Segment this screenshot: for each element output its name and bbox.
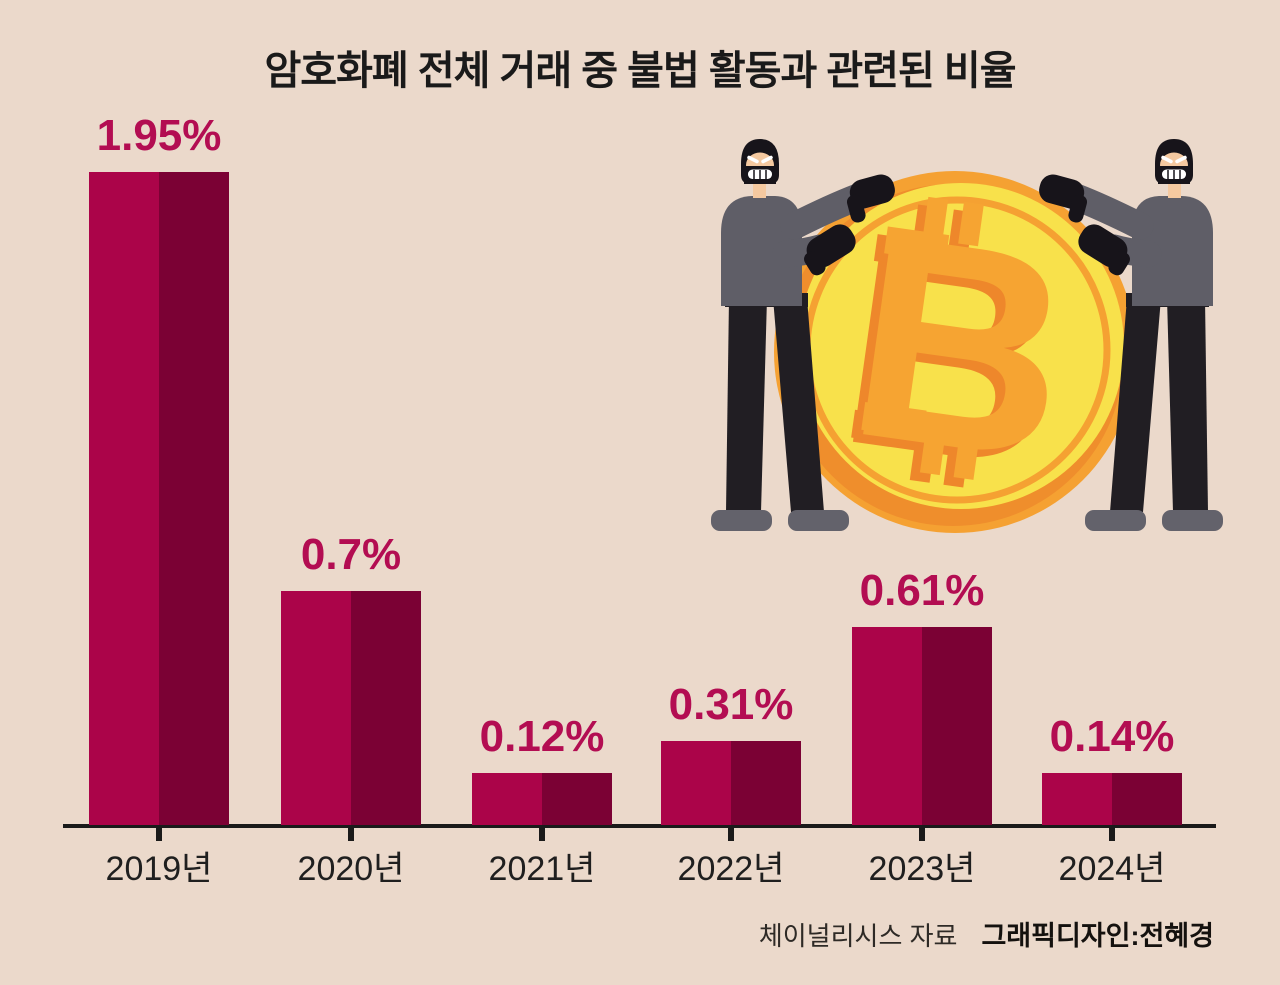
- bar-value-label: 0.14%: [1049, 712, 1175, 761]
- x-axis-tick: [728, 828, 734, 841]
- x-axis-tick: [919, 828, 925, 841]
- x-axis-label: 2019년: [105, 850, 213, 888]
- footer-credits: 체이널리시스 자료 그래픽디자인:전혜경: [759, 914, 1214, 953]
- bar-side-face: [922, 627, 992, 825]
- bar-value-label: 0.31%: [668, 680, 794, 729]
- bar-side-face: [542, 773, 612, 825]
- x-axis-label: 2023년: [868, 850, 976, 888]
- bar-front-face: [852, 627, 922, 825]
- bar-value-label: 1.95%: [96, 111, 222, 160]
- bitcoin-symbol: B B: [825, 172, 1088, 530]
- x-axis-tick: [156, 828, 162, 841]
- bar-2024년: [1042, 773, 1182, 825]
- x-axis-label: 2021년: [488, 850, 596, 888]
- bar-2021년: [472, 773, 612, 825]
- bar-value-label: 0.61%: [859, 566, 985, 615]
- bar-2023년: [852, 627, 992, 825]
- x-axis-tick: [539, 828, 545, 841]
- bar-side-face: [1112, 773, 1182, 825]
- bitcoin-robbers-illustration: B B: [688, 130, 1228, 542]
- bitcoin-coin: B B: [774, 171, 1136, 533]
- bar-2020년: [281, 591, 421, 825]
- x-axis-label: 2022년: [677, 850, 785, 888]
- bar-side-face: [159, 172, 229, 825]
- bar-front-face: [661, 741, 731, 825]
- bar-side-face: [351, 591, 421, 825]
- x-axis-tick: [1109, 828, 1115, 841]
- bar-2022년: [661, 741, 801, 825]
- bar-front-face: [1042, 773, 1112, 825]
- x-axis-label: 2024년: [1058, 850, 1166, 888]
- bar-front-face: [472, 773, 542, 825]
- chart-title: 암호화폐 전체 거래 중 불법 활동과 관련된 비율: [264, 49, 1017, 93]
- bar-value-label: 0.12%: [479, 712, 605, 761]
- x-axis-tick: [348, 828, 354, 841]
- x-axis-label: 2020년: [297, 850, 405, 888]
- bar-side-face: [731, 741, 801, 825]
- data-source-text: 체이널리시스 자료: [758, 921, 958, 951]
- bar-2019년: [89, 172, 229, 825]
- bar-front-face: [89, 172, 159, 825]
- designer-credit-text: 그래픽디자인:전혜경: [981, 921, 1214, 951]
- bar-value-label: 0.7%: [300, 530, 402, 579]
- x-axis-line: [63, 824, 1216, 828]
- bar-front-face: [281, 591, 351, 825]
